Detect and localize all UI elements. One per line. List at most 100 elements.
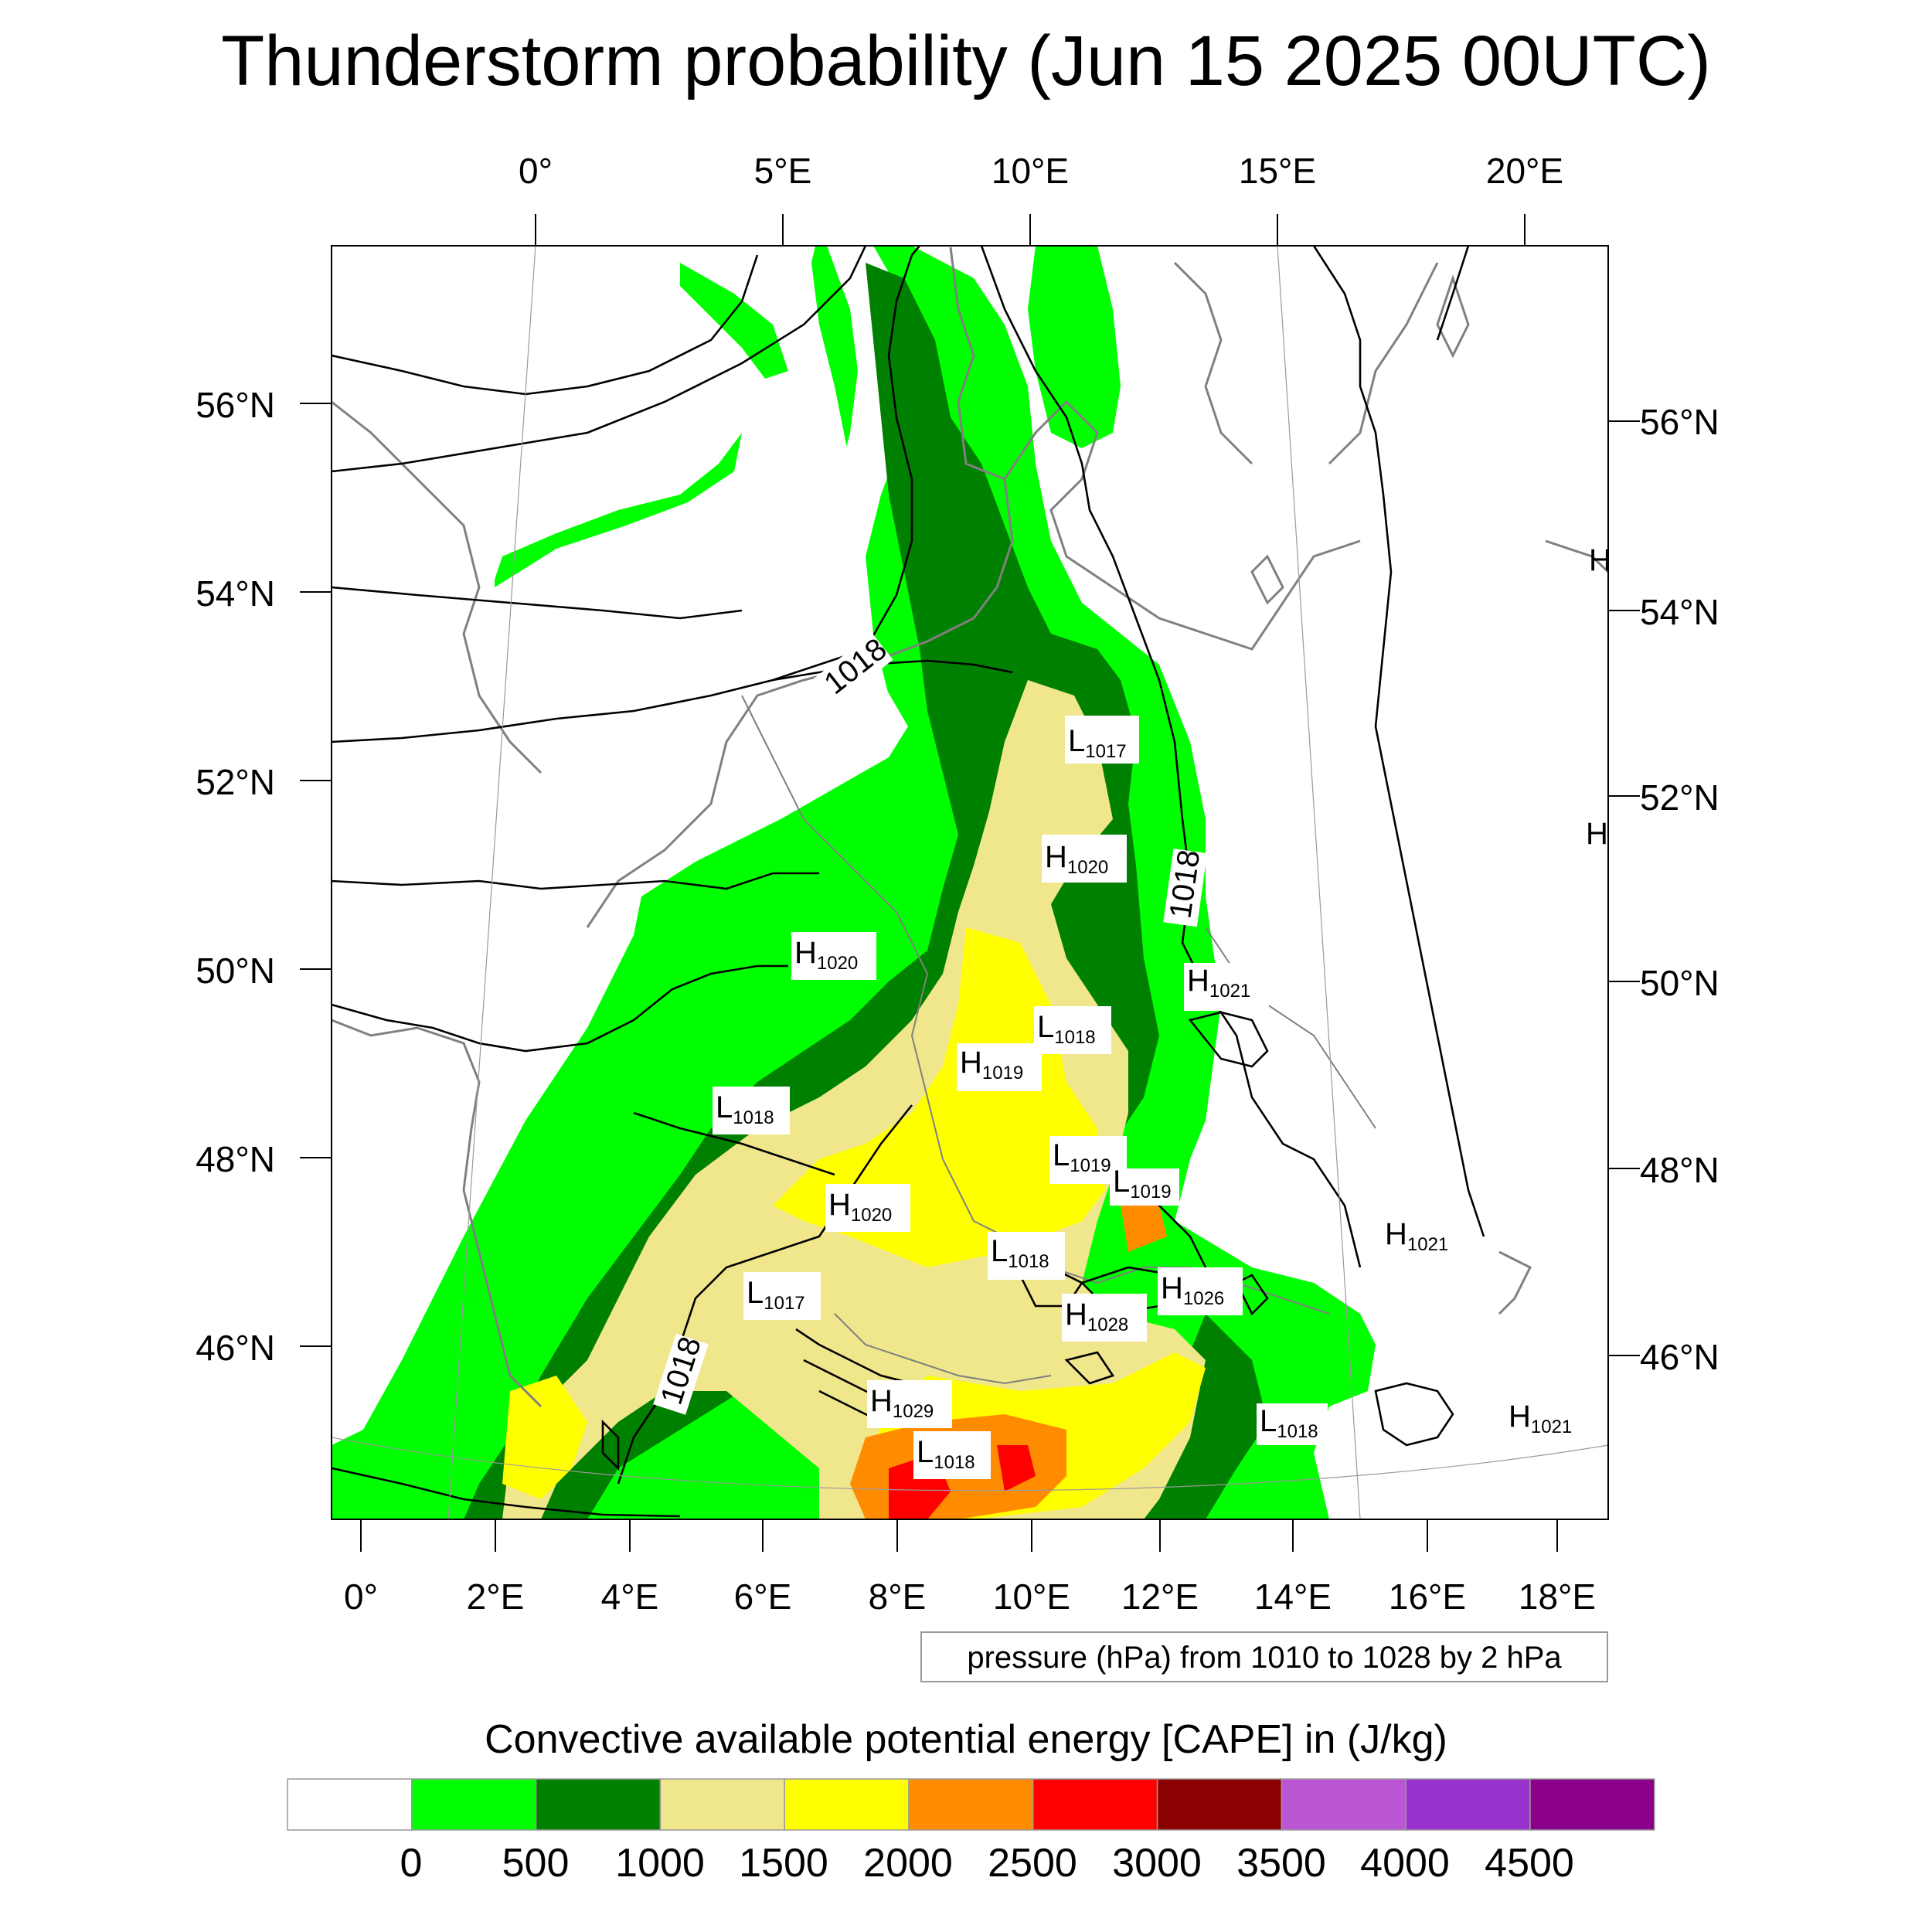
colorbar-box	[1405, 1778, 1531, 1831]
left-lat-label: 48°N	[196, 1139, 275, 1179]
svg-text:L1018: L1018	[1037, 1010, 1096, 1048]
colorbar-tick-label: 0	[400, 1841, 423, 1886]
svg-text:H1026: H1026	[1161, 1271, 1224, 1309]
pressure-center: H1020	[825, 1184, 910, 1232]
left-lat-label: 46°N	[196, 1328, 275, 1368]
colorbar-tick-label: 3500	[1236, 1841, 1326, 1886]
edge-marker: H	[1586, 817, 1608, 851]
pressure-center: H1020	[791, 932, 876, 980]
pressure-center: H1021	[1505, 1396, 1590, 1444]
svg-text:H1021: H1021	[1509, 1400, 1572, 1437]
right-ticks	[1608, 420, 1640, 1356]
cape-1000-1500-area	[502, 680, 1206, 1519]
top-longitude-labels: 0° 5°E 10°E 15°E 20°E	[519, 151, 1563, 191]
svg-text:H1028: H1028	[1065, 1298, 1128, 1335]
colorbar-box	[1032, 1778, 1158, 1831]
right-lat-label: 50°N	[1640, 963, 1719, 1003]
right-lat-label: 46°N	[1640, 1337, 1719, 1377]
colorbar-tick-label: 1000	[615, 1841, 705, 1886]
svg-text:L1019: L1019	[1053, 1138, 1111, 1176]
bottom-longitude-labels: 0° 2°E 4°E 6°E 8°E 10°E 12°E 14°E 16°E 1…	[344, 1577, 1596, 1617]
bottom-lon-label: 0°	[344, 1577, 378, 1617]
left-latitude-labels: 56°N 54°N 52°N 50°N 48°N 46°N	[196, 385, 275, 1368]
colorbar	[287, 1778, 1655, 1831]
edge-marker: H	[1589, 543, 1611, 577]
bottom-lon-label: 4°E	[601, 1577, 659, 1617]
pressure-center: H1029	[867, 1380, 952, 1428]
colorbar-box	[411, 1778, 537, 1831]
svg-text:H1019: H1019	[960, 1046, 1023, 1083]
svg-text:L1018: L1018	[716, 1090, 774, 1128]
colorbar-box	[1529, 1778, 1655, 1831]
right-latitude-labels: 56°N 54°N 52°N 50°N 48°N 46°N	[1640, 402, 1719, 1377]
colorbar-box	[287, 1778, 413, 1831]
colorbar-tick-labels: 0 500 1000 1500 2000 2500 3000 3500 4000…	[400, 1841, 1574, 1886]
map-title: Thunderstorm probability (Jun 15 2025 00…	[221, 22, 1711, 100]
svg-text:H1029: H1029	[870, 1384, 934, 1422]
top-lon-label: 5°E	[754, 151, 812, 191]
svg-text:H1020: H1020	[828, 1188, 892, 1226]
bottom-lon-label: 12°E	[1121, 1577, 1199, 1617]
bottom-lon-label: 10°E	[993, 1577, 1070, 1617]
colorbar-tick-label: 2500	[988, 1841, 1077, 1886]
left-lat-label: 50°N	[196, 951, 275, 991]
colorbar-box	[784, 1778, 910, 1831]
pressure-center: L1018	[1034, 1006, 1111, 1054]
pressure-center: L1018	[1257, 1403, 1328, 1445]
pressure-center: L1017	[1065, 716, 1139, 764]
bottom-lon-label: 2°E	[467, 1577, 525, 1617]
svg-text:L1017: L1017	[1068, 724, 1127, 762]
top-lon-label: 20°E	[1486, 151, 1563, 191]
pressure-center: H1019	[957, 1043, 1042, 1091]
graticule	[332, 246, 1608, 1519]
svg-text:L1017: L1017	[747, 1276, 805, 1314]
svg-text:L1018: L1018	[1260, 1404, 1318, 1442]
pressure-center: L1019	[1110, 1165, 1179, 1206]
svg-text:L1018: L1018	[991, 1234, 1049, 1272]
left-lat-label: 52°N	[196, 762, 275, 802]
contour-info-box: pressure (hPa) from 1010 to 1028 by 2 hP…	[920, 1631, 1608, 1682]
contour-info-text: pressure (hPa) from 1010 to 1028 by 2 hP…	[967, 1641, 1562, 1675]
bottom-lon-label: 16°E	[1389, 1577, 1466, 1617]
pressure-center: H1028	[1062, 1294, 1147, 1342]
colorbar-title: Convective available potential energy [C…	[485, 1717, 1447, 1762]
colorbar-tick-label: 4000	[1360, 1841, 1450, 1886]
coastlines	[332, 247, 1608, 1408]
top-lon-label: 15°E	[1239, 151, 1316, 191]
colorbar-tick-label: 500	[502, 1841, 570, 1886]
colorbar-tick-label: 2000	[863, 1841, 953, 1886]
colorbar-box	[1156, 1778, 1283, 1831]
right-lat-label: 54°N	[1640, 592, 1719, 632]
left-lat-label: 56°N	[196, 385, 275, 425]
pressure-center: L1018	[988, 1232, 1065, 1280]
pressure-center: H1021	[1382, 1213, 1467, 1261]
colorbar-box	[535, 1778, 662, 1831]
svg-text:L1019: L1019	[1113, 1165, 1172, 1202]
svg-text:H1020: H1020	[1045, 840, 1108, 878]
colorbar-tick-label: 3000	[1112, 1841, 1202, 1886]
colorbar-tick-label: 4500	[1485, 1841, 1574, 1886]
map-frame	[331, 245, 1609, 1520]
pressure-center-labels: L1017 H1020 H1020 H1021 L1018 H1019 L101…	[713, 543, 1611, 1479]
bottom-lon-label: 18°E	[1519, 1577, 1596, 1617]
colorbar-box	[908, 1778, 1034, 1831]
map-panel	[331, 245, 1609, 1520]
right-lat-label: 56°N	[1640, 402, 1719, 442]
pressure-center: H1026	[1158, 1267, 1243, 1315]
bottom-ticks	[360, 1519, 1558, 1552]
top-ticks	[535, 214, 1526, 246]
colorbar-box	[1281, 1778, 1406, 1831]
pressure-center: H1020	[1042, 835, 1127, 883]
pressure-center: L1019	[1049, 1136, 1127, 1184]
colorbar-box	[659, 1778, 785, 1831]
bottom-lon-label: 8°E	[869, 1577, 927, 1617]
bottom-lon-label: 14°E	[1254, 1577, 1332, 1617]
pressure-center: H1021	[1184, 963, 1269, 1011]
pressure-center: L1018	[913, 1431, 991, 1479]
svg-text:H1021: H1021	[1385, 1217, 1448, 1255]
svg-text:H1021: H1021	[1187, 964, 1250, 1002]
right-lat-label: 52°N	[1640, 777, 1719, 818]
right-lat-label: 48°N	[1640, 1150, 1719, 1190]
pressure-center: L1017	[743, 1272, 821, 1320]
bottom-lon-label: 6°E	[734, 1577, 792, 1617]
